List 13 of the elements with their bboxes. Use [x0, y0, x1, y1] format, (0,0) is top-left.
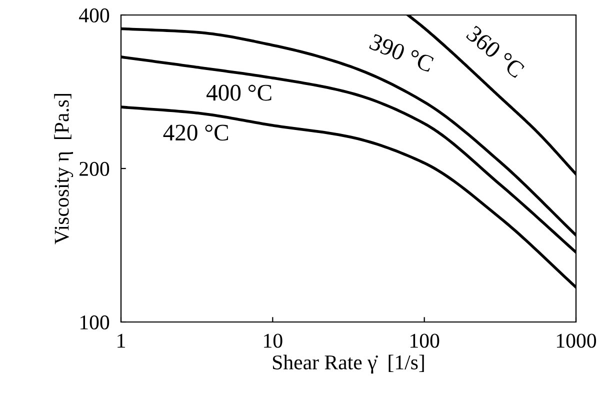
text: 360 °C — [466, 25, 526, 78]
series-label: 420 °C — [163, 124, 228, 141]
x-tick-label: 1 — [118, 334, 125, 348]
x-tick-label: 1000 — [557, 334, 596, 348]
y-tick-label: 200 — [80, 162, 110, 176]
text: 390 °C — [368, 34, 434, 72]
y-tick-label: 100 — [80, 315, 110, 330]
y-tick-label: 400 — [79, 8, 110, 22]
x-tick-label: 100 — [410, 334, 440, 348]
x-axis-title: Shear Rate γ̇ [1/s] — [272, 354, 424, 374]
x-tick-label: 10 — [264, 334, 282, 348]
series-label: 400 °C — [206, 84, 272, 101]
y-axis-title: Viscosity η [Pa.s] — [54, 94, 74, 244]
